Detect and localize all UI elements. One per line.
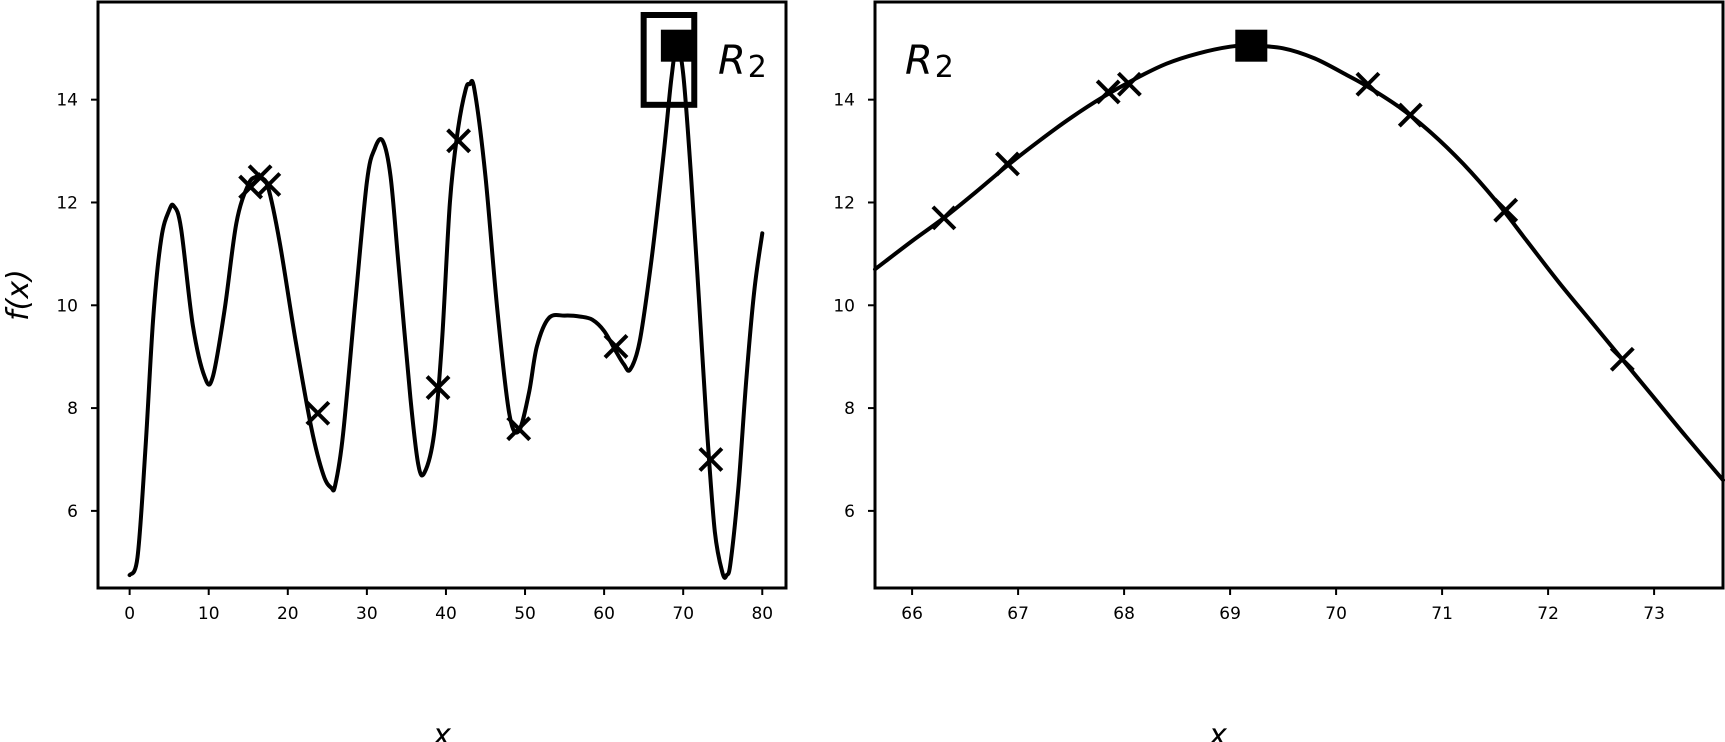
sample-point [305,400,331,426]
sample-point [931,205,957,231]
left-sample-markers [238,128,724,472]
left-panel: 6 8 10 12 14 0 10 20 30 40 50 60 70 80 R2 f(x) x [1,0,788,742]
y-tick-label: 8 [67,399,78,419]
x-tick-label: 10 [198,604,220,624]
y-tick-label: 6 [67,502,78,522]
x-tick-label: 69 [1219,604,1241,624]
x-tick-label: 66 [901,604,923,624]
x-tick-label: 70 [1325,604,1347,624]
x-tick-label: 71 [1431,604,1453,624]
left-y-axis-label: f(x) [1,269,36,321]
right-sample-markers [931,71,1635,372]
sample-point [256,172,282,197]
sample-point [698,447,724,472]
sample-point [1116,71,1142,97]
x-tick-label: 0 [124,604,135,624]
x-tick-label: 80 [751,604,773,624]
right-function-curve [873,43,1725,483]
y-tick-label: 10 [56,296,78,316]
sample-point [995,151,1020,177]
y-tick-label: 8 [844,399,855,419]
sample-point [1493,197,1519,223]
left-x-ticks: 0 10 20 30 40 50 60 70 80 [124,588,773,624]
x-tick-label: 73 [1643,604,1665,624]
region-box [640,12,698,108]
right-x-ticks: 66 67 68 69 70 71 72 73 [901,588,1665,624]
x-tick-label: 60 [593,604,615,624]
y-tick-label: 12 [56,193,78,213]
x-tick-label: 40 [435,604,457,624]
x-tick-label: 70 [672,604,694,624]
x-tick-label: 50 [514,604,536,624]
right-x-axis-label: x [1208,718,1227,742]
x-tick-label: 72 [1537,604,1559,624]
x-tick-label: 30 [356,604,378,624]
left-region-label: R2 [718,38,767,85]
left-y-ticks: 6 8 10 12 14 [56,91,98,522]
x-tick-label: 20 [277,604,299,624]
sample-point [446,128,472,154]
sample-point [425,375,451,400]
left-axes-frame [96,0,788,590]
sample-point [1095,79,1121,105]
y-tick-label: 12 [833,193,855,213]
left-best-point [660,29,693,62]
sample-point [1609,346,1635,372]
right-y-ticks: 6 8 10 12 14 [833,91,875,522]
y-tick-label: 14 [833,91,855,111]
sample-point [506,416,532,442]
x-tick-label: 67 [1007,604,1029,624]
y-tick-label: 10 [833,296,855,316]
sample-point [1397,102,1423,128]
x-tick-label: 68 [1113,604,1135,624]
right-region-label: R2 [905,38,954,85]
right-best-point [1235,29,1268,62]
right-axes-frame [873,0,1725,590]
y-tick-label: 6 [844,502,855,522]
left-function-curve [127,43,765,580]
left-x-axis-label: x [432,718,451,742]
sample-point [603,333,629,359]
sample-point [1355,71,1381,97]
y-tick-label: 14 [56,91,78,111]
